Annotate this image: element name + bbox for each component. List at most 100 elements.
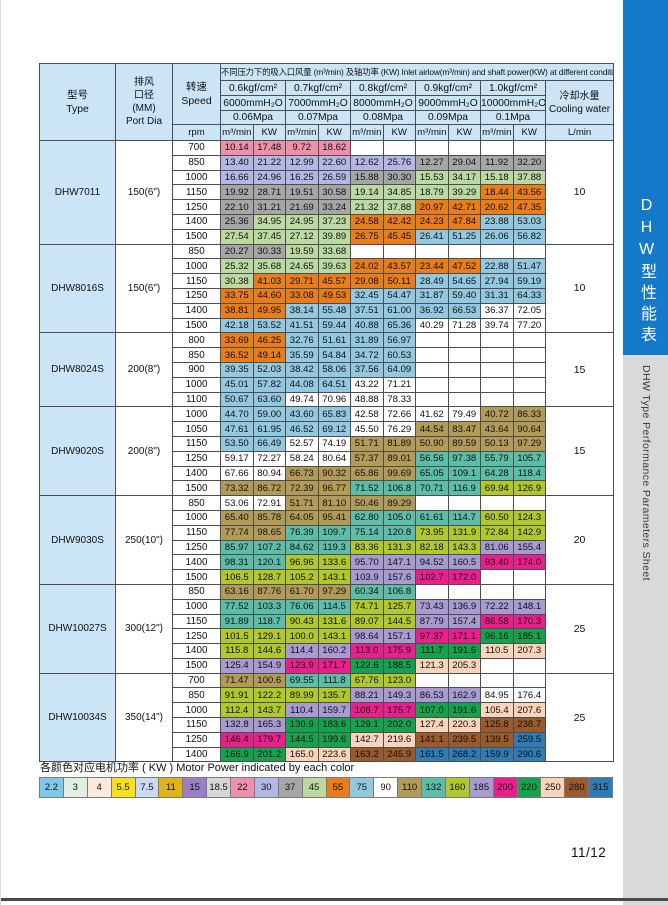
value-cell: 36.37 [480, 302, 514, 319]
value-cell: 86.33 [512, 406, 546, 423]
value-cell: 31.21 [252, 199, 286, 215]
value-cell [512, 140, 546, 156]
rpm-cell: 1000 [172, 258, 221, 275]
model-name-cell: DHW10034S [39, 672, 116, 763]
value-cell: 97.29 [317, 583, 351, 600]
cooling-water-cell: 25 [544, 672, 615, 763]
value-cell: 59.40 [447, 287, 481, 304]
value-cell: 83.36 [350, 539, 384, 556]
value-cell: 185.1 [512, 628, 546, 645]
value-cell: 90.43 [285, 613, 319, 630]
value-cell: 179.7 [252, 731, 286, 748]
rpm-cell: 1400 [172, 643, 221, 659]
value-cell: 54.47 [382, 287, 416, 304]
rpm-cell: 1100 [172, 391, 221, 408]
value-cell: 51.71 [350, 435, 384, 452]
value-cell [350, 243, 384, 260]
water-column-header: 10000mmH₂O [480, 95, 546, 111]
rpm-unit-header: rpm [172, 124, 221, 141]
value-cell: 19.92 [220, 184, 254, 201]
value-cell: 12.62 [350, 154, 384, 171]
value-cell: 69.55 [285, 672, 319, 689]
pressure-header: 0.7kgf/cm² [285, 80, 351, 96]
value-cell: 174.0 [512, 554, 546, 571]
value-cell [415, 583, 449, 600]
value-cell: 111.8 [317, 672, 351, 689]
value-cell: 95.41 [317, 509, 351, 526]
legend-swatch: 4 [86, 777, 112, 798]
power-unit-header: KW [382, 124, 416, 141]
value-cell: 43.22 [350, 376, 384, 393]
column-header-type: 型号 Type [39, 63, 116, 141]
legend-swatch: 160 [444, 777, 470, 798]
table-row: 1250 33.75 44.60 33.08 49.53 32.45 54.47 31.87 5… [40, 287, 614, 304]
value-cell: 125.8 [480, 717, 514, 733]
value-cell: 59.17 [220, 450, 254, 467]
legend-swatch: 15 [182, 777, 208, 798]
table-row: 1500 42.18 53.52 41.51 59.44 40.88 65.36 40.29 7… [40, 317, 614, 334]
value-cell [447, 391, 481, 408]
value-cell: 80.94 [252, 465, 286, 482]
value-cell: 61.00 [382, 302, 416, 319]
value-cell: 76.39 [285, 524, 319, 541]
value-cell: 90.64 [512, 421, 546, 437]
value-cell: 56.97 [382, 332, 416, 349]
value-cell: 69.94 [480, 480, 514, 497]
value-cell [512, 347, 546, 363]
table-row: 1400 98.31 120.1 96.96 133.6 95.70 147.1 94.52 1… [40, 554, 614, 571]
value-cell: 109.7 [317, 524, 351, 541]
value-cell: 165.3 [252, 717, 286, 733]
value-cell: 102.7 [415, 569, 449, 585]
cooling-water-cell: 15 [544, 332, 615, 408]
value-cell: 143.7 [252, 702, 286, 719]
value-cell [512, 657, 546, 674]
value-cell: 39.89 [317, 228, 351, 245]
value-cell: 64.09 [382, 361, 416, 378]
value-cell: 163.2 [350, 746, 384, 763]
model-name-cell: DHW8024S [39, 332, 116, 408]
value-cell: 55.48 [317, 302, 351, 319]
value-cell: 114.5 [317, 598, 351, 615]
value-cell: 55.79 [480, 450, 514, 467]
pressure-header: 0.8kgf/cm² [350, 80, 416, 96]
value-cell: 162.9 [447, 687, 481, 704]
value-cell: 110.5 [480, 643, 514, 659]
value-cell: 207.6 [512, 702, 546, 719]
value-cell: 66.49 [252, 435, 286, 452]
value-cell: 105.7 [512, 450, 546, 467]
value-cell: 51.47 [512, 258, 546, 275]
value-cell: 159.9 [480, 746, 514, 763]
value-cell: 91.91 [220, 687, 254, 704]
value-cell: 22.60 [317, 154, 351, 171]
value-cell [480, 657, 514, 674]
value-cell: 136.9 [447, 598, 481, 615]
value-cell: 23.44 [415, 258, 449, 275]
value-cell: 86.58 [480, 613, 514, 630]
value-cell: 106.8 [382, 480, 416, 497]
water-column-header: 8000mmH₂O [350, 95, 416, 111]
value-cell: 47.35 [512, 199, 546, 215]
rpm-cell: 1050 [172, 421, 221, 437]
power-unit-header: KW [317, 124, 351, 141]
mpa-header: 0.08Mpa [350, 110, 416, 125]
value-cell: 49.95 [252, 302, 286, 319]
value-cell: 32.20 [512, 154, 546, 171]
value-cell: 12.99 [285, 154, 319, 171]
value-cell: 118.4 [512, 465, 546, 482]
value-cell: 146.4 [220, 731, 254, 748]
value-cell: 12.27 [415, 154, 449, 171]
value-cell: 127.4 [415, 717, 449, 733]
value-cell: 172.0 [447, 569, 481, 585]
value-cell: 49.14 [252, 347, 286, 363]
port-dia-cell: 150(6") [115, 243, 173, 334]
cooling-water-cell: 15 [544, 406, 615, 497]
value-cell: 72.05 [512, 302, 546, 319]
value-cell: 31.87 [415, 287, 449, 304]
value-cell: 38.81 [220, 302, 254, 319]
value-cell: 157.6 [382, 569, 416, 585]
value-cell: 65.40 [220, 509, 254, 526]
value-cell: 54.65 [447, 273, 481, 289]
value-cell: 72.22 [480, 598, 514, 615]
value-cell: 27.54 [220, 228, 254, 245]
value-cell: 42.58 [350, 406, 384, 423]
